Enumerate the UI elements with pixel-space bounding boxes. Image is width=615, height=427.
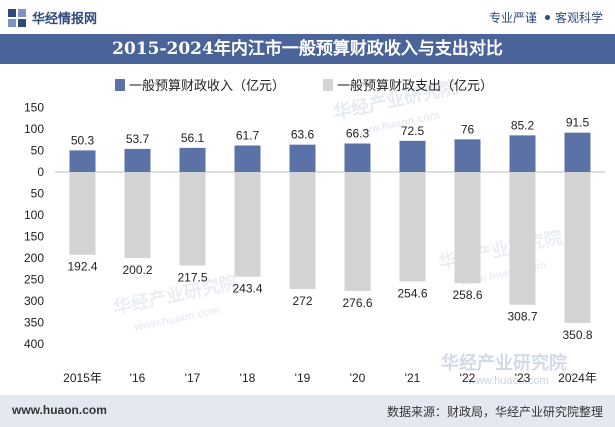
expenditure-bar [344, 172, 371, 291]
revenue-bar [509, 135, 536, 172]
y-tick-label: 100 [24, 208, 44, 222]
legend-label: 一般预算财政收入（亿元） [129, 78, 285, 93]
expenditure-data-label: 272 [292, 294, 312, 308]
expenditure-data-label: 276.6 [342, 296, 372, 310]
slogan: 专业严谨 客观科学 [489, 9, 603, 26]
y-tick-label: 250 [24, 273, 44, 287]
expenditure-data-label: 243.4 [232, 282, 262, 296]
expenditure-data-label: 217.5 [177, 271, 207, 285]
revenue-bar [124, 148, 151, 172]
slogan-right: 客观科学 [554, 11, 603, 25]
title-bar: 2015-2024年内江市一般预算财政收入与支出对比 [0, 34, 615, 64]
chart-title: 2015-2024年内江市一般预算财政收入与支出对比 [112, 39, 503, 59]
revenue-data-label: 76 [461, 122, 475, 136]
x-tick-label: '22 [460, 371, 476, 385]
x-tick-label: '19 [295, 371, 311, 385]
revenue-data-label: 63.6 [291, 128, 315, 142]
expenditure-data-label: 254.6 [397, 286, 427, 300]
expenditure-bar [509, 172, 536, 305]
x-tick-label: '16 [130, 371, 146, 385]
x-tick-label: '17 [185, 371, 201, 385]
bullet-icon [544, 15, 550, 21]
revenue-bar [454, 139, 481, 172]
expenditure-bar [399, 172, 426, 282]
y-tick-label: 100 [24, 122, 44, 136]
expenditure-bar [289, 172, 316, 289]
revenue-bar [289, 144, 316, 172]
y-tick-label: 0 [37, 165, 44, 179]
x-tick-label: '18 [240, 371, 256, 385]
expenditure-data-label: 258.6 [452, 288, 482, 302]
revenue-data-label: 91.5 [566, 116, 590, 130]
logo-icon [8, 8, 26, 27]
revenue-data-label: 85.2 [511, 118, 535, 132]
revenue-bar [234, 145, 261, 172]
footer-source: 数据来源：财政局，华经产业研究院整理 [386, 405, 603, 419]
revenue-bar [344, 143, 371, 172]
logo[interactable]: 华经情报网 [8, 8, 97, 27]
bar-chart: 华经产业研究院www.huaon.com华经产业研究院www.huaon.com… [24, 76, 605, 387]
x-tick-label: '23 [515, 371, 531, 385]
footer-website[interactable]: www.huaon.com [12, 403, 107, 417]
expenditure-bar [564, 172, 591, 323]
revenue-bar [399, 140, 426, 172]
revenue-bar [69, 150, 96, 172]
expenditure-data-label: 308.7 [507, 310, 537, 324]
revenue-data-label: 53.7 [126, 132, 150, 146]
slogan-left: 专业严谨 [488, 11, 537, 25]
revenue-data-label: 72.5 [401, 124, 425, 138]
y-tick-label: 200 [24, 251, 44, 265]
expenditure-bar [179, 172, 206, 266]
footer: www.huaon.com 数据来源：财政局，华经产业研究院整理 [0, 395, 615, 427]
y-tick-label: 50 [31, 144, 45, 158]
watermark-text: 华经产业研究院 [441, 352, 567, 373]
revenue-bar [179, 147, 206, 172]
revenue-bar [564, 132, 591, 172]
legend-label: 一般预算财政支出（亿元） [337, 78, 493, 93]
expenditure-bar [69, 172, 96, 255]
expenditure-bar [454, 172, 481, 284]
watermark-url: www.huaon.com [467, 375, 549, 387]
y-tick-label: 150 [24, 230, 44, 244]
expenditure-bar [124, 172, 151, 259]
expenditure-data-label: 192.4 [67, 260, 97, 274]
expenditure-bar [234, 172, 261, 277]
expenditure-data-label: 350.8 [562, 328, 592, 342]
revenue-data-label: 56.1 [181, 131, 205, 145]
logo-text: 华经情报网 [32, 11, 98, 26]
y-tick-label: 350 [24, 316, 44, 330]
y-tick-label: 50 [31, 187, 45, 201]
y-tick-label: 400 [24, 337, 44, 351]
x-tick-label: 2024年 [558, 371, 597, 385]
legend-swatch [323, 79, 333, 91]
expenditure-data-label: 200.2 [122, 263, 152, 277]
revenue-data-label: 61.7 [236, 128, 260, 142]
y-tick-label: 300 [24, 294, 44, 308]
x-tick-label: '20 [350, 371, 366, 385]
revenue-data-label: 66.3 [346, 126, 370, 140]
watermark-text: 华经产业研究院 [111, 271, 239, 318]
x-tick-label: '21 [405, 371, 421, 385]
legend-swatch [115, 79, 125, 91]
revenue-data-label: 50.3 [71, 133, 95, 147]
x-tick-label: 2015年 [63, 371, 102, 385]
top-bar: 华经情报网 专业严谨 客观科学 [0, 0, 615, 34]
y-tick-label: 150 [24, 101, 44, 115]
